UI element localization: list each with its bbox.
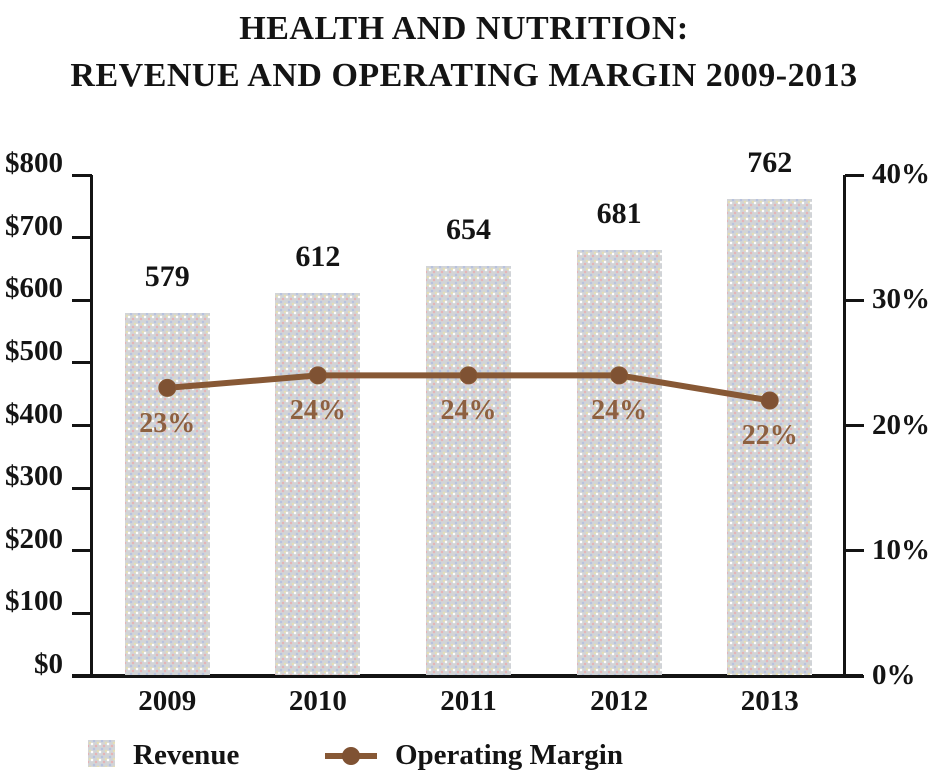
margin-value-label: 24% — [440, 395, 497, 427]
left-axis-tick — [72, 611, 92, 615]
legend-line-marker-icon — [342, 747, 360, 765]
left-axis-tick-label: $200 — [5, 522, 63, 555]
revenue-bar — [727, 198, 813, 675]
x-axis-category-label: 2013 — [740, 685, 799, 717]
chart-title-line-2: REVENUE AND OPERATING MARGIN 2009-2013 — [70, 57, 858, 94]
right-axis-tick — [845, 549, 864, 553]
x-axis-category-label: 2011 — [440, 685, 497, 717]
x-axis-category-label: 2012 — [590, 685, 649, 717]
legend-line-swatch — [325, 747, 377, 765]
right-axis-tick — [845, 674, 864, 678]
chart-title: HEALTH AND NUTRITION: REVENUE AND OPERAT… — [0, 5, 928, 99]
right-axis-tick-label: 20% — [872, 408, 928, 441]
legend-revenue-label: Revenue — [133, 739, 240, 771]
left-axis-tick — [72, 298, 92, 302]
right-axis-tick-label: 30% — [872, 283, 928, 316]
left-axis-tick-label: $400 — [5, 397, 63, 430]
left-axis-tick-label: $500 — [5, 334, 63, 367]
right-axis-tick — [845, 424, 864, 427]
left-axis-tick — [72, 424, 92, 427]
legend: Revenue Operating Margin — [0, 732, 928, 771]
legend-margin-label: Operating Margin — [395, 739, 623, 771]
bar-value-label: 762 — [747, 145, 793, 179]
revenue-bar — [124, 313, 210, 675]
margin-value-label: 22% — [741, 420, 798, 452]
bar-value-label: 612 — [295, 239, 341, 273]
left-axis-tick-label: $300 — [5, 460, 63, 493]
left-axis-tick — [72, 236, 92, 240]
margin-value-label: 23% — [139, 407, 196, 439]
x-axis-category-label: 2009 — [138, 685, 197, 717]
right-axis-tick-label: 10% — [872, 533, 928, 566]
right-axis-tick-label: 0% — [872, 659, 916, 691]
right-axis-tick — [845, 173, 864, 177]
margin-value-label: 24% — [591, 395, 648, 427]
left-axis-tick — [72, 549, 92, 553]
revenue-bar — [275, 292, 361, 675]
left-axis-tick — [72, 361, 92, 365]
bar-value-label: 681 — [596, 196, 642, 230]
right-axis-line — [843, 175, 846, 678]
bar-value-label: 654 — [446, 213, 491, 247]
left-axis-tick-label: $100 — [5, 585, 63, 618]
chart-title-line-1: HEALTH AND NUTRITION: — [239, 10, 689, 47]
margin-value-label: 24% — [289, 395, 346, 427]
left-axis-tick-label: $600 — [5, 272, 63, 305]
x-axis-line — [72, 674, 863, 678]
left-axis-tick — [72, 486, 92, 490]
left-axis-tick-label: $700 — [5, 209, 63, 242]
left-axis-tick — [72, 674, 92, 678]
bar-value-label: 579 — [144, 260, 190, 294]
revenue-bar — [576, 249, 662, 675]
x-axis-category-label: 2010 — [288, 685, 347, 717]
revenue-bar — [426, 266, 511, 675]
legend-revenue-swatch — [88, 740, 115, 767]
left-axis-tick — [72, 173, 92, 177]
left-axis-tick-label: $800 — [5, 147, 63, 179]
right-axis-tick — [845, 298, 864, 302]
right-axis-tick-label: 40% — [872, 158, 928, 190]
left-axis-tick-label: $0 — [34, 648, 63, 680]
